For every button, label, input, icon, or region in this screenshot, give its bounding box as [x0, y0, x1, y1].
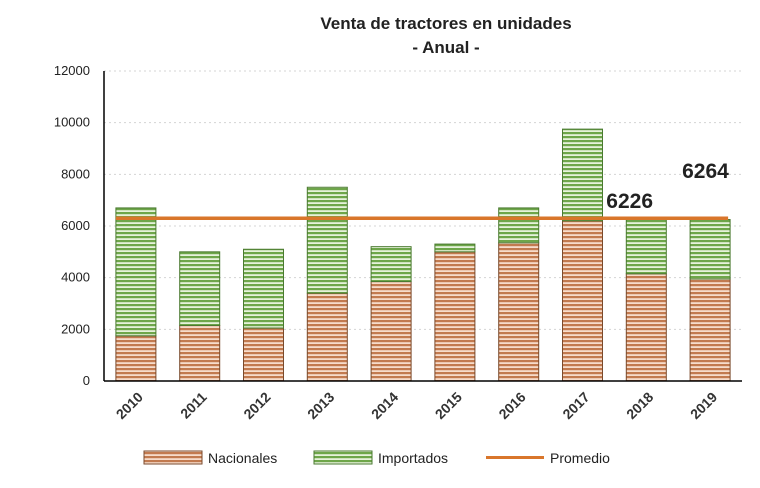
legend-item-importados[interactable]: Importados	[313, 450, 448, 466]
chart-subtitle: - Anual -	[412, 38, 479, 57]
x-tick-label: 2016	[495, 389, 528, 422]
bar-nacionales[interactable]	[562, 220, 603, 382]
axes	[103, 71, 742, 382]
bar-importados[interactable]	[498, 207, 540, 244]
y-tick-label: 12000	[54, 63, 90, 78]
bar-importados[interactable]	[689, 219, 731, 280]
annotation-label: 6226	[606, 190, 653, 213]
legend-label-nacionales: Nacionales	[208, 450, 277, 466]
bar-nacionales[interactable]	[370, 281, 412, 382]
bar-nacionales[interactable]	[498, 242, 540, 382]
y-tick-label: 10000	[54, 115, 90, 130]
bar-importados[interactable]	[243, 248, 284, 329]
bar-nacionales[interactable]	[306, 292, 348, 382]
x-tick-label: 2015	[432, 389, 465, 422]
legend-label-importados: Importados	[378, 450, 448, 466]
bar-nacionales[interactable]	[689, 278, 731, 382]
legend-swatch-importados	[313, 450, 373, 465]
bars	[115, 128, 731, 382]
y-tick-label: 8000	[61, 166, 90, 181]
x-tick-label: 2014	[368, 389, 401, 422]
bar-importados[interactable]	[115, 207, 157, 337]
legend-label-promedio: Promedio	[550, 450, 610, 466]
annotations: 6226 6264	[606, 160, 729, 213]
y-axis-tick-labels: 0 2000 4000 6000 8000 10000 12000	[54, 63, 90, 388]
chart-title: Venta de tractores en unidades	[320, 14, 571, 33]
bar-nacionales[interactable]	[625, 273, 667, 382]
bar-importados[interactable]	[625, 219, 667, 275]
y-tick-label: 0	[83, 373, 90, 388]
x-tick-label: 2018	[623, 389, 656, 422]
x-tick-label: 2012	[240, 389, 273, 422]
x-tick-label: 2013	[304, 389, 337, 422]
y-tick-label: 6000	[61, 218, 90, 233]
bar-importados[interactable]	[306, 186, 348, 294]
annotation-label: 6264	[682, 160, 729, 183]
bar-importados[interactable]	[434, 243, 476, 253]
y-tick-label: 4000	[61, 270, 90, 285]
bar-importados[interactable]	[370, 246, 412, 283]
bar-importados[interactable]	[179, 251, 221, 326]
y-tick-label: 2000	[61, 321, 90, 336]
legend-swatch-nacionales	[143, 450, 203, 465]
bar-importados[interactable]	[562, 128, 603, 222]
legend-item-promedio[interactable]: Promedio	[486, 450, 610, 466]
bar-nacionales[interactable]	[115, 335, 157, 382]
bar-nacionales[interactable]	[179, 324, 221, 382]
bar-nacionales[interactable]	[434, 251, 476, 382]
x-tick-label: 2019	[687, 389, 720, 422]
x-tick-label: 2011	[177, 389, 210, 422]
legend: Nacionales Importados Promedio	[143, 450, 610, 466]
x-axis-tick-labels: 2010 2011 2012 2013 2014 2015 2016 2017 2018 2019	[113, 389, 721, 422]
x-tick-label: 2010	[113, 389, 146, 422]
legend-item-nacionales[interactable]: Nacionales	[143, 450, 277, 466]
bar-nacionales[interactable]	[243, 327, 284, 382]
x-tick-label: 2017	[559, 389, 592, 422]
